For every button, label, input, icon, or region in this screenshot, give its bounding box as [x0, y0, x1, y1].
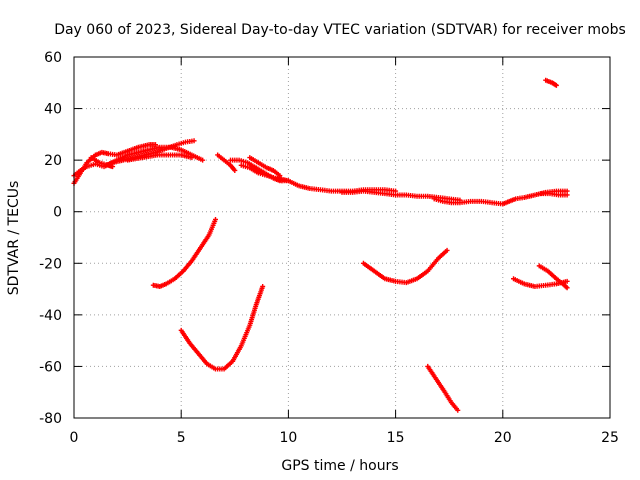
series-arc-17 — [360, 247, 450, 286]
data-point — [110, 164, 116, 170]
data-point — [444, 247, 450, 253]
data-point — [260, 283, 266, 289]
y-axis-ticks: -80 -60 -40 -20 0 20 40 60 — [39, 50, 610, 427]
series-arc-18 — [425, 363, 461, 413]
x-tick-label: 25 — [601, 430, 619, 446]
series-arc-13 — [538, 191, 570, 198]
y-tick-label: 60 — [44, 50, 62, 66]
data-points — [71, 77, 570, 413]
data-point — [213, 216, 219, 222]
y-tick-label: 20 — [44, 153, 62, 169]
grid-lines — [74, 57, 610, 418]
series-arc-4 — [125, 152, 195, 163]
data-point — [189, 155, 195, 161]
series-arc-15 — [150, 216, 219, 289]
data-point — [191, 138, 197, 144]
series-arc-5 — [88, 155, 116, 170]
data-point — [455, 407, 461, 413]
series-arc-8 — [247, 155, 283, 179]
data-point — [553, 82, 559, 88]
data-point — [200, 157, 206, 163]
data-point — [232, 167, 238, 173]
series-arc-20 — [536, 263, 570, 291]
series-arc-16 — [178, 283, 266, 372]
x-tick-label: 15 — [387, 430, 405, 446]
series-arc-10 — [275, 175, 399, 194]
series-arc-12 — [431, 188, 570, 207]
y-axis-label: SDTVAR / TECUs — [6, 181, 22, 296]
y-tick-label: -80 — [39, 411, 62, 427]
x-tick-label: 20 — [494, 430, 512, 446]
series-arc-14 — [543, 77, 559, 88]
x-axis-label: GPS time / hours — [281, 458, 398, 474]
chart-title: Day 060 of 2023, Sidereal Day-to-day VTE… — [54, 22, 626, 38]
x-axis-ticks: 0 5 10 15 20 25 — [70, 57, 619, 446]
y-tick-label: -60 — [39, 359, 62, 375]
y-tick-label: 0 — [53, 205, 62, 221]
data-point — [564, 192, 570, 198]
x-tick-label: 0 — [70, 430, 79, 446]
data-point — [152, 142, 158, 148]
x-tick-label: 5 — [177, 430, 186, 446]
plot-border — [73, 56, 611, 419]
y-tick-label: -40 — [39, 308, 62, 324]
series-arc-6 — [215, 152, 238, 173]
series-arc-19 — [511, 276, 570, 289]
x-tick-label: 10 — [279, 430, 297, 446]
y-tick-label: -20 — [39, 256, 62, 272]
data-point — [564, 278, 570, 284]
data-point — [564, 285, 570, 291]
y-tick-label: 40 — [44, 102, 62, 118]
